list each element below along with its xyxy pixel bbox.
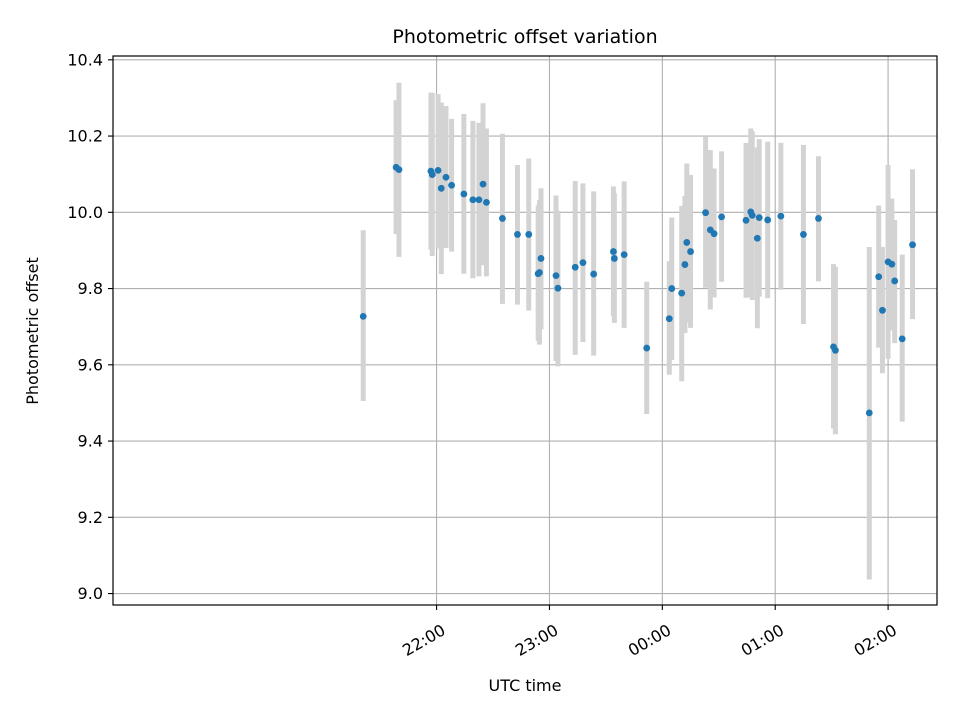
y-tick-label: 10.2 xyxy=(67,127,103,146)
data-point xyxy=(777,212,785,220)
plot-area-frame xyxy=(112,55,938,606)
data-point xyxy=(437,184,445,192)
data-point xyxy=(891,277,899,285)
data-point xyxy=(620,251,628,259)
data-point xyxy=(815,215,822,222)
data-point xyxy=(643,344,651,352)
y-tick-label: 10.4 xyxy=(67,50,103,69)
data-point xyxy=(898,335,906,343)
data-point xyxy=(434,166,442,174)
y-tick-label: 9.2 xyxy=(78,508,103,527)
data-point xyxy=(702,209,710,217)
data-point xyxy=(554,284,562,292)
y-axis-label: Photometric offset xyxy=(23,257,42,405)
data-point xyxy=(764,216,772,224)
data-point xyxy=(514,231,521,238)
data-point xyxy=(395,166,403,174)
data-point xyxy=(800,231,807,238)
data-point xyxy=(479,180,487,188)
data-point xyxy=(571,263,579,271)
data-point xyxy=(875,273,883,281)
y-tick-label: 9.8 xyxy=(78,279,103,298)
data-point xyxy=(359,312,367,320)
data-point xyxy=(832,346,839,354)
data-point xyxy=(428,171,436,178)
data-point xyxy=(536,269,543,276)
data-point xyxy=(665,315,673,323)
y-tick-label: 9.4 xyxy=(78,432,103,451)
data-point xyxy=(668,285,676,292)
y-axis-ticks: 9.0 9.2 9.4 9.6 9.8 10.0 10.2 10.4 xyxy=(67,50,113,603)
data-point xyxy=(499,215,506,222)
data-point xyxy=(552,272,560,279)
data-point xyxy=(483,199,490,206)
data-point xyxy=(469,196,477,204)
data-point xyxy=(748,211,756,219)
data-point xyxy=(718,213,725,221)
y-tick-label: 9.0 xyxy=(78,584,103,603)
data-point xyxy=(888,260,896,268)
data-point xyxy=(710,230,718,238)
chart-title: Photometric offset variation xyxy=(392,26,657,48)
data-point xyxy=(865,409,873,417)
data-point xyxy=(683,239,691,246)
y-tick-label: 10.0 xyxy=(67,203,103,222)
data-point xyxy=(579,259,587,267)
data-point xyxy=(537,255,545,262)
data-point xyxy=(610,248,617,255)
data-point xyxy=(681,261,689,268)
data-point xyxy=(678,289,686,297)
data-point xyxy=(753,234,761,242)
data-point xyxy=(448,181,456,189)
data-point xyxy=(525,231,533,238)
y-tick-label: 9.6 xyxy=(78,355,103,374)
data-point xyxy=(879,306,886,314)
data-point xyxy=(475,196,483,204)
data-point xyxy=(442,173,450,181)
x-axis-label: UTC time xyxy=(489,676,562,695)
data-point xyxy=(590,270,598,278)
data-point xyxy=(610,255,618,262)
data-point xyxy=(755,214,763,222)
data-point xyxy=(687,248,694,255)
point-layer xyxy=(359,163,916,417)
data-point xyxy=(909,241,916,249)
data-point xyxy=(460,190,468,198)
data-point xyxy=(742,216,750,224)
